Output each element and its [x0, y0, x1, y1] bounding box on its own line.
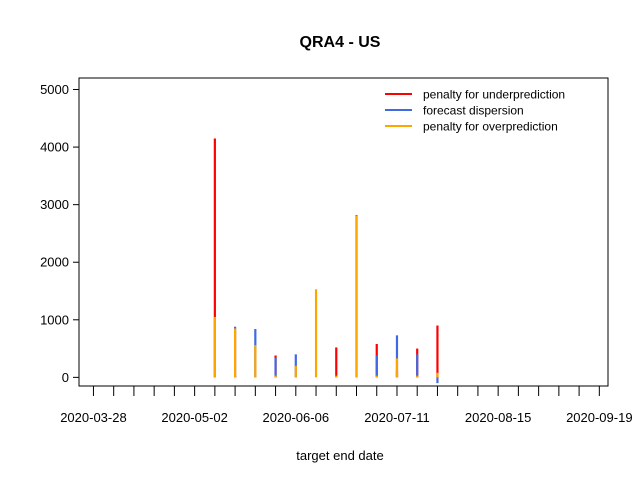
- y-tick-label: 4000: [40, 140, 69, 155]
- y-tick-label: 1000: [40, 312, 69, 327]
- legend-label: penalty for overprediction: [423, 120, 558, 134]
- x-tick-label: 2020-05-02: [161, 410, 228, 425]
- bars-layer: [213, 138, 439, 384]
- y-tick-label: 3000: [40, 197, 69, 212]
- x-tick-label: 2020-06-06: [263, 410, 330, 425]
- x-tick-label: 2020-09-19: [566, 410, 633, 425]
- y-axis: 0 1000 2000 3000 4000 5000: [40, 82, 79, 385]
- y-tick-label: 2000: [40, 255, 69, 270]
- x-axis-label: target end date: [296, 448, 383, 463]
- legend-label: penalty for underprediction: [423, 88, 565, 102]
- chart-title: QRA4 - US: [300, 34, 381, 51]
- x-tick-label: 2020-03-28: [60, 410, 127, 425]
- legend: penalty for underprediction forecast disp…: [385, 88, 565, 134]
- x-tick-label: 2020-07-11: [364, 410, 430, 425]
- legend-label: forecast dispersion: [423, 104, 524, 118]
- x-tick-label: 2020-08-15: [465, 410, 532, 425]
- y-tick-label: 0: [62, 370, 69, 385]
- x-axis: 2020-03-28 2020-05-02 2020-06-06 2020-07-11…: [60, 385, 633, 425]
- y-tick-label: 5000: [40, 82, 69, 97]
